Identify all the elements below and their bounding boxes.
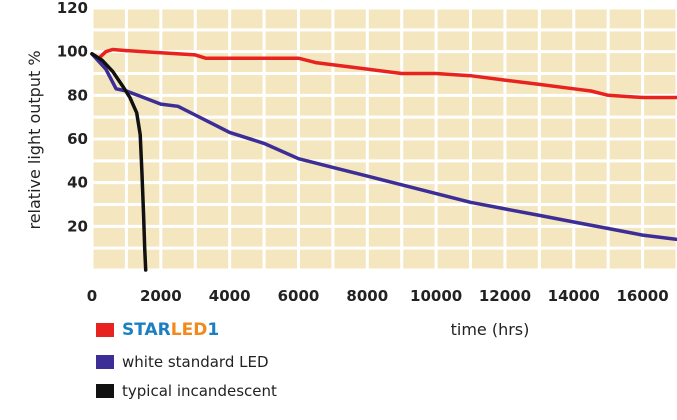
legend-label: typical incandescent [122,382,277,400]
x-tick-label: 10000 [410,287,462,305]
x-tick-label: 4000 [209,287,251,305]
legend-swatch [96,323,114,337]
y-tick-label: 40 [67,174,88,192]
legend-label: STARLED1 [122,320,219,340]
x-tick-label: 16000 [616,287,668,305]
tick-labels: 0 2000 4000 6000 8000 10000 12000 14000 16000 20 4… [57,0,669,305]
series-line-1 [90,52,677,242]
y-tick-label: 120 [57,0,88,17]
legend-swatch [96,355,114,369]
x-axis-label: time (hrs) [451,320,530,339]
legend-label-part: 1 [207,320,219,340]
legend-swatch [96,384,114,398]
legend-label: white standard LED [122,353,269,371]
x-tick-label: 2000 [140,287,182,305]
series-lines [90,47,677,272]
series-line-2 [90,52,148,272]
x-tick-label: 14000 [548,287,600,305]
y-tick-label: 60 [67,130,88,148]
series-line-0 [90,47,677,100]
legend-label-part: STAR [122,320,171,340]
legend-label-part: LED [171,320,208,340]
x-tick-label: 6000 [278,287,320,305]
y-tick-label: 100 [57,43,88,61]
y-tick-label: 20 [67,217,88,235]
x-tick-label: 8000 [346,287,388,305]
y-axis-label: relative light output % [25,50,44,229]
x-tick-label: 12000 [479,287,531,305]
x-tick-label: 0 [87,287,97,305]
y-tick-label: 80 [67,86,88,104]
legend: STARLED1 white standard LED typical incand… [96,320,277,400]
